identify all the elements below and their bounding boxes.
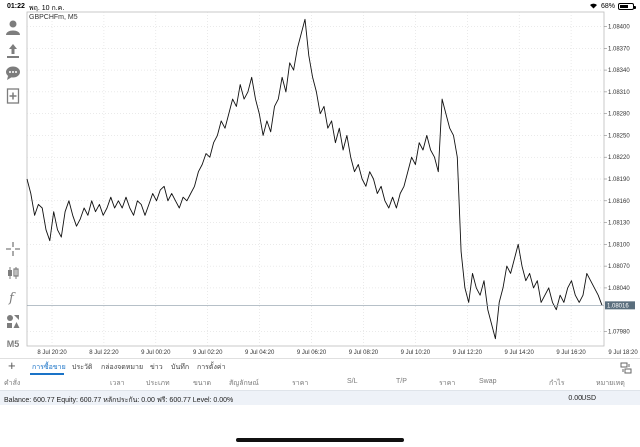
col-size[interactable]: ขนาด	[193, 380, 212, 387]
y-tick-label: 1.08340	[608, 68, 630, 74]
left-toolbar: f M5	[0, 14, 26, 354]
x-tick-label: 9 Jul 12:20	[453, 350, 483, 356]
x-tick-label: 8 Jul 20:20	[37, 350, 67, 356]
col-symbol[interactable]: สัญลักษณ์	[229, 380, 259, 387]
x-tick-label: 9 Jul 04:20	[245, 350, 275, 356]
col-time[interactable]: เวลา	[110, 380, 125, 387]
x-tick-label: 9 Jul 02:20	[193, 350, 223, 356]
y-tick-label: 1.08190	[608, 177, 630, 183]
status-bar: 01:22 พฤ. 10 ก.ค. 68%	[0, 0, 640, 14]
y-tick-label: 1.08070	[608, 264, 630, 270]
col-type[interactable]: ประเภท	[146, 380, 170, 387]
timeframe-button[interactable]: M5	[6, 339, 20, 349]
tab-settings[interactable]: การตั้งค่า	[197, 364, 226, 371]
function-icon[interactable]: f	[4, 288, 22, 306]
x-tick-label: 9 Jul 18:20	[608, 350, 638, 356]
chart-area[interactable]: 1.08400 1.08370 1.08340 1.08310 1.08280 1.082…	[0, 0, 640, 360]
tab-history[interactable]: ประวัติ	[72, 364, 93, 371]
col-order[interactable]: คำสั่ง	[4, 380, 21, 387]
tab-journal[interactable]: บันทึก	[171, 364, 190, 371]
current-price-label: 1.08016	[607, 304, 629, 310]
indicators-icon[interactable]	[4, 264, 22, 282]
y-tick-label: 1.08310	[608, 90, 630, 96]
x-tick-label: 9 Jul 16:20	[556, 350, 586, 356]
col-profit[interactable]: กำไร	[549, 380, 565, 387]
chart-symbol-label: GBPCHFm, M5	[29, 14, 78, 21]
chat-icon[interactable]	[4, 64, 22, 82]
balance-row: Balance: 600.77 Equity: 600.77 หลักประกั…	[0, 390, 640, 405]
price-chart[interactable]: 1.08400 1.08370 1.08340 1.08310 1.08280 1.082…	[0, 0, 640, 360]
status-date: พฤ. 10 ก.ค.	[29, 5, 65, 12]
x-tick-label: 8 Jul 22:20	[89, 350, 119, 356]
battery-icon	[618, 3, 636, 10]
current-price-tag	[605, 301, 635, 310]
objects-icon[interactable]	[4, 312, 22, 330]
price-line	[26, 18, 603, 340]
add-icon[interactable]: +	[8, 358, 16, 373]
tab-mailbox[interactable]: กล่องจดหมาย	[101, 364, 144, 371]
wifi-icon	[589, 2, 598, 11]
layout-icon[interactable]	[620, 361, 632, 374]
tab-trade[interactable]: การซื้อขาย	[32, 364, 66, 371]
active-tab-indicator	[30, 373, 64, 375]
col-swap[interactable]: Swap	[479, 378, 497, 385]
add-document-icon[interactable]	[4, 87, 22, 105]
x-tick-label: 9 Jul 06:20	[297, 350, 327, 356]
col-tp[interactable]: T/P	[396, 378, 407, 385]
svg-text:f: f	[8, 291, 16, 305]
col-sl[interactable]: S/L	[347, 378, 358, 385]
col-comment[interactable]: หมายเหตุ	[596, 380, 625, 387]
y-tick-label: 1.08130	[608, 221, 630, 227]
x-tick-label: 9 Jul 10:20	[401, 350, 431, 356]
user-icon[interactable]	[4, 18, 22, 36]
home-indicator	[236, 438, 404, 442]
y-tick-label: 1.08250	[608, 133, 630, 139]
y-tick-label: 1.08370	[608, 46, 630, 52]
y-tick-label: 1.08100	[608, 242, 630, 248]
y-tick-label: 1.08160	[608, 199, 630, 205]
tab-news[interactable]: ข่าว	[150, 364, 163, 371]
crosshair-icon[interactable]	[4, 240, 22, 258]
x-tick-label: 9 Jul 00:20	[141, 350, 171, 356]
status-right: 68%	[589, 2, 636, 11]
trade-icon[interactable]	[4, 42, 22, 60]
y-tick-label: 1.08400	[608, 25, 630, 31]
col-price[interactable]: ราคา	[292, 380, 309, 387]
x-tick-label: 9 Jul 14:20	[505, 350, 535, 356]
battery-percent: 68%	[600, 3, 615, 10]
x-tick-label: 9 Jul 08:20	[349, 350, 379, 356]
y-tick-label: 1.08280	[608, 112, 630, 118]
bottom-tabs: + การซื้อขาย ประวัติ กล่องจดหมาย ข่าว บั…	[0, 358, 640, 375]
y-tick-label: 1.08220	[608, 155, 630, 161]
balance-total: 0.00	[568, 395, 582, 402]
y-tick-label: 1.08040	[608, 286, 630, 292]
balance-text: Balance: 600.77 Equity: 600.77 หลักประกั…	[4, 397, 234, 404]
y-tick-label: 1.07980	[608, 329, 630, 335]
balance-currency: USD	[581, 395, 596, 402]
status-time: 01:22	[7, 3, 25, 10]
col-current-price[interactable]: ราคา	[439, 380, 456, 387]
